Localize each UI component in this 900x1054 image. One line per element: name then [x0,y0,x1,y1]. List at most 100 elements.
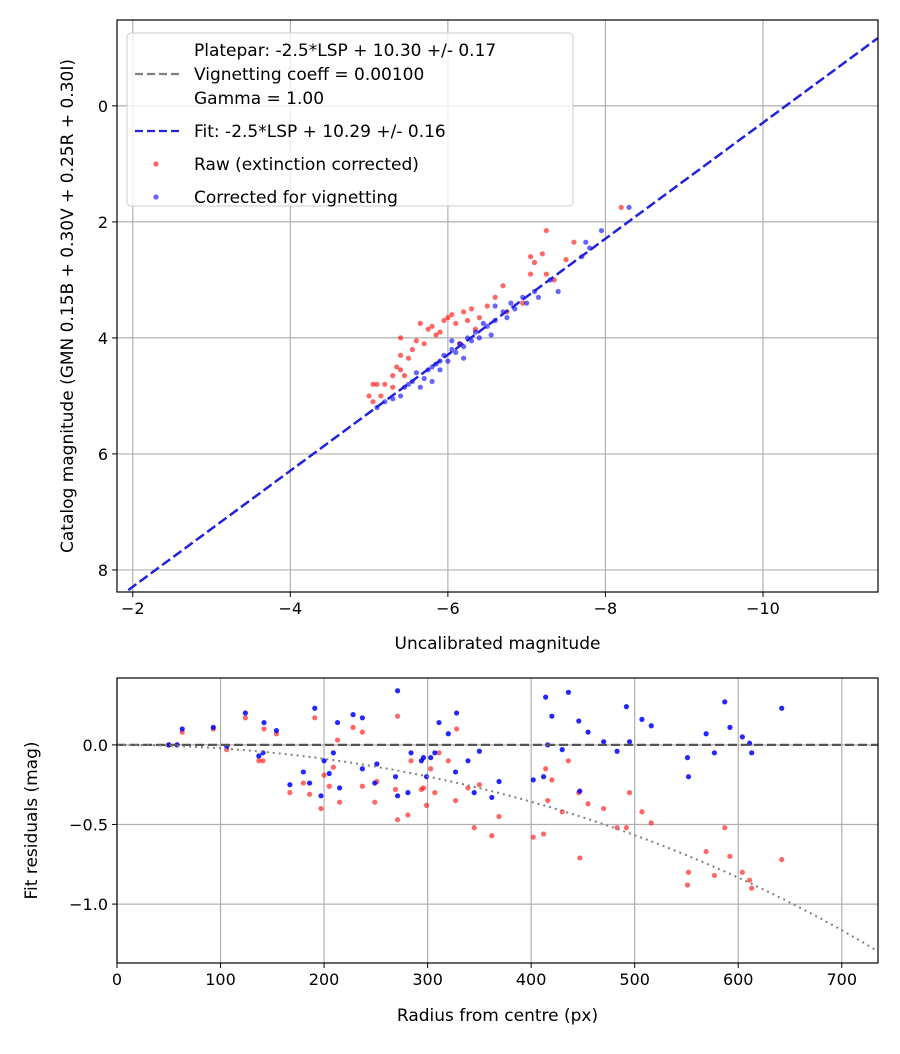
raw-point [527,254,534,260]
corrected-point [449,338,455,344]
raw-residual-point [601,805,607,812]
raw-residual-point [394,713,401,719]
y-tick-label: 0.0 [83,736,108,755]
corrected-residual-point [530,777,536,783]
raw-residual-point [530,834,536,840]
corrected-residual-point [432,750,438,756]
raw-residual-point [739,869,745,875]
raw-residual-point [260,758,266,764]
corrected-point [413,370,419,376]
top-plot: −2 −4 −6 −8 −10 0 2 4 6 8 Uncalibrated magnitude Ca… [58,19,879,654]
corrected-residual-point [392,774,399,780]
raw-residual-point [256,758,262,764]
raw-residual-point [577,855,583,861]
raw-point [429,323,435,329]
corrected-residual-point [549,713,555,719]
corrected-residual-point [394,793,401,799]
raw-point [417,320,423,327]
raw-point [398,352,404,358]
corrected-residual-point [423,774,430,780]
x-tick-label: 700 [826,970,857,989]
raw-residual-point [405,812,411,818]
raw-point [468,306,475,312]
corrected-residual-point [321,758,327,764]
raw-residual-point [445,758,451,764]
corrected-residual-point [614,748,620,754]
corrected-residual-point [287,782,293,788]
raw-residual-point [626,790,633,796]
raw-point [563,256,569,263]
raw-point [618,204,624,210]
y-axis-label: Catalog magnitude (GMN 0.15B + 0.30V + 0… [58,59,78,553]
legend-text: Platepar: -2.5*LSP + 10.30 +/- 0.17 [194,41,496,61]
raw-point [394,364,400,370]
raw-residual-point [727,853,733,859]
raw-residual-point [711,872,718,879]
corrected-residual-point [405,790,411,796]
corrected-residual-point [685,774,692,780]
corrected-residual-point [256,753,262,759]
x-tick-label: −10 [746,599,780,618]
raw-residual-point [423,802,430,808]
y-tick-label: 2 [98,213,108,232]
corrected-residual-point [496,778,502,785]
corrected-residual-point [359,715,365,721]
x-tick-label: 500 [619,970,650,989]
corrected-residual-point [428,755,434,761]
x-tick-label: −4 [279,599,303,618]
corrected-residual-point [779,705,785,711]
raw-residual-point [321,772,327,778]
raw-point [492,294,498,300]
corrected-residual-point [312,705,318,711]
corrected-point [417,384,423,390]
x-tick-label: 300 [412,970,443,989]
raw-residual-point [261,726,267,732]
raw-point [441,317,447,324]
raw-residual-point [420,785,427,791]
raw-residual-point [337,799,343,805]
raw-point [461,309,467,315]
corrected-point [535,294,542,300]
raw-residual-point [684,882,691,888]
raw-residual-point [454,726,460,732]
x-tick-label: 400 [516,970,547,989]
raw-residual-point [585,801,591,807]
raw-point [464,317,471,324]
corrected-residual-point [273,727,280,734]
raw-residual-point [306,791,313,797]
fit-line [123,36,878,592]
legend-text: Vignetting coeff = 0.00100 [194,65,424,85]
corrected-residual-point [722,699,728,705]
corrected-residual-point [639,716,645,722]
corrected-residual-point [374,761,380,767]
raw-point [413,338,419,344]
x-tick-label: 600 [723,970,754,989]
corrected-point [472,329,479,335]
corrected-residual-point [476,748,482,754]
raw-residual-point [359,783,365,789]
raw-point [401,373,408,379]
corrected-point [488,332,494,338]
corrected-residual-point [703,731,709,737]
raw-point [539,251,546,257]
y-tick-label: 8 [98,561,108,580]
corrected-residual-point [559,747,565,753]
corrected-point [583,239,589,245]
raw-point [370,399,376,405]
legend-text: Corrected for vignetting [194,188,398,208]
y-tick-label: 4 [98,329,108,348]
corrected-residual-point [577,788,583,794]
raw-point [390,373,396,379]
corrected-point [476,335,482,341]
legend-raw: Raw (extinction corrected) [153,155,419,175]
corrected-residual-point [471,790,477,796]
raw-point [374,381,380,387]
raw-point [421,341,427,347]
raw-point [405,355,412,361]
raw-residual-point [408,758,414,764]
bottom-plot: 0 100 200 300 400 500 600 700 0.0 −0.5 −1.0 Radius … [22,677,879,1026]
corrected-residual-point [394,688,401,694]
legend-corrected: Corrected for vignetting [153,188,398,208]
raw-residual-point [565,758,572,764]
raw-residual-point [476,782,482,788]
